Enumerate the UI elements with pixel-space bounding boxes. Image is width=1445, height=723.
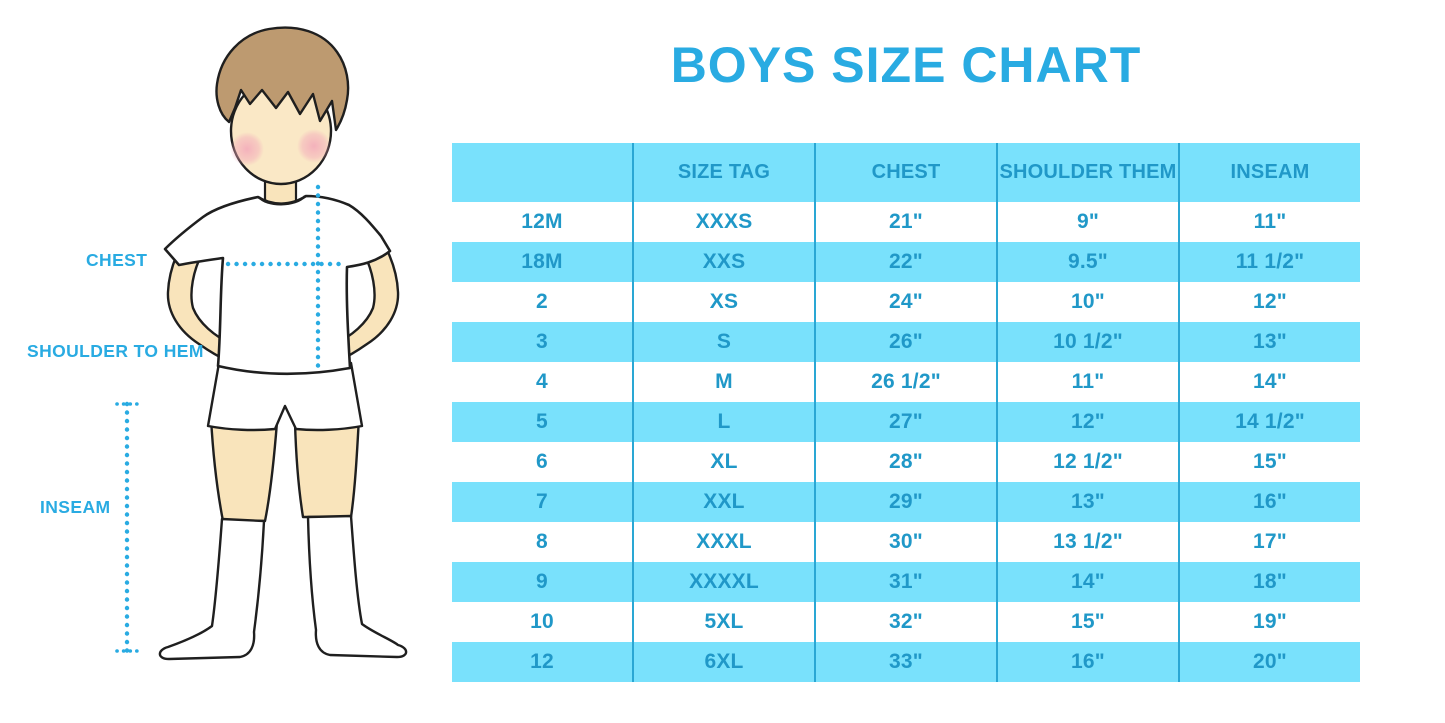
table-cell: 14 1/2" [1235,410,1305,433]
table-cell: 32" [816,602,998,642]
left-blush [230,132,264,166]
table-cell: 18M [452,242,634,282]
table-cell: 16" [998,642,1180,682]
table-cell: 2 [452,282,634,322]
table-cell: 12" [1253,290,1287,313]
shorts [206,361,364,432]
table-cell: 20" [1253,650,1287,673]
table-row: 12M XXXS 21" 9" 11" [452,202,1360,242]
table-cell: 17" [1253,530,1287,553]
table-cell: 10 1/2" [998,322,1180,362]
table-row: 7 XXL 29" 13" 16" [452,482,1360,522]
left-leg [209,416,279,523]
table-cell: XXXS [634,202,816,242]
table-cell: 3 [452,322,634,362]
table-cell: 26 1/2" [816,362,998,402]
table-cell: 9" [998,202,1180,242]
table-row: 9 XXXXL 31" 14" 18" [452,562,1360,602]
table-cell: M [634,362,816,402]
column-header: INSEAM [1230,161,1310,183]
table-cell: 18" [1253,570,1287,593]
table-cell: XXXL [634,522,816,562]
table-cell: 12M [452,202,634,242]
table-cell: 15" [1253,450,1287,473]
table-row: 6 XL 28" 12 1/2" 15" [452,442,1360,482]
boy-illustration [115,26,408,661]
table-cell: 27" [816,402,998,442]
right-blush [297,129,331,163]
table-cell: 33" [816,642,998,682]
table-row: 4 M 26 1/2" 11" 14" [452,362,1360,402]
table-cell: S [634,322,816,362]
table-cell: 26" [816,322,998,362]
table-cell: 29" [816,482,998,522]
table-cell: 28" [816,442,998,482]
shoulder-to-hem-label: SHOULDER TO HEM [27,341,204,361]
table-cell: 10 [452,602,634,642]
table-cell: 14" [1253,370,1287,393]
table-cell: 12" [998,402,1180,442]
inseam-label: INSEAM [40,497,111,517]
page-title: BOYS SIZE CHART [670,37,1142,93]
table-cell: 31" [816,562,998,602]
table-cell: XS [634,282,816,322]
table-row: 18M XXS 22" 9.5" 11 1/2" [452,242,1360,282]
table-row: 8 XXXL 30" 13 1/2" 17" [452,522,1360,562]
table-cell: 12 1/2" [998,442,1180,482]
table-cell: 8 [452,522,634,562]
table-cell: 10" [998,282,1180,322]
table-cell: 11 1/2" [1235,250,1305,273]
right-leg [293,415,361,519]
table-cell: 4 [452,362,634,402]
column-header: SHOULDER THEM [998,143,1180,202]
table-cell: 5 [452,402,634,442]
table-cell: 6XL [634,642,816,682]
right-sock [306,514,408,659]
table-cell: 12 [452,642,634,682]
table-cell: 5XL [634,602,816,642]
table-cell: 6 [452,442,634,482]
size-table: SIZE TAG CHEST SHOULDER THEM INSEAM 12M XXXS 2… [452,143,1360,682]
table-cell: XXXXL [634,562,816,602]
table-cell: XXS [634,242,816,282]
table-cell: 30" [816,522,998,562]
table-cell: 16" [1253,490,1287,513]
table-cell: 22" [816,242,998,282]
table-cell: XL [634,442,816,482]
chest-label: CHEST [86,250,148,270]
column-header: CHEST [816,143,998,202]
hair [215,26,350,132]
table-cell: 24" [816,282,998,322]
measurement-diagram: CHEST SHOULDER TO HEM INSEAM [0,0,452,723]
table-cell: 15" [998,602,1180,642]
table-cell: 14" [998,562,1180,602]
table-row: 2 XS 24" 10" 12" [452,282,1360,322]
table-cell: 11" [1253,210,1287,233]
table-row: 12 6XL 33" 16" 20" [452,642,1360,682]
table-cell: 7 [452,482,634,522]
table-cell: 13" [998,482,1180,522]
table-cell: 19" [1253,610,1287,633]
left-sock [158,517,266,661]
column-header: SIZE TAG [634,143,816,202]
table-cell: L [634,402,816,442]
table-cell: XXL [634,482,816,522]
table-header-row: SIZE TAG CHEST SHOULDER THEM INSEAM [452,143,1360,202]
collar-line [258,195,306,206]
table-row: 3 S 26" 10 1/2" 13" [452,322,1360,362]
column-header [452,143,634,202]
t-shirt [163,194,392,376]
table-cell: 21" [816,202,998,242]
table-cell: 13 1/2" [998,522,1180,562]
table-row: 5 L 27" 12" 14 1/2" [452,402,1360,442]
table-cell: 9.5" [998,242,1180,282]
table-row: 10 5XL 32" 15" 19" [452,602,1360,642]
table-cell: 13" [1253,330,1287,353]
table-cell: 9 [452,562,634,602]
table-cell: 11" [998,362,1180,402]
